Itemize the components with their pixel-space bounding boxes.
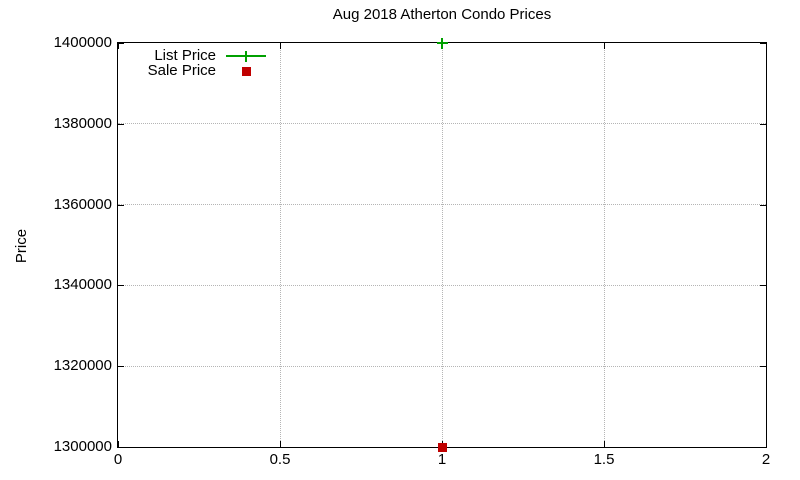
tick-mark-x bbox=[280, 43, 281, 49]
tick-mark-y bbox=[118, 43, 124, 44]
plot-area: List Price Sale Price bbox=[117, 37, 767, 452]
gridline-vertical bbox=[441, 43, 443, 447]
gridline-vertical bbox=[279, 43, 281, 447]
tick-mark-y bbox=[118, 447, 124, 448]
gridline-horizontal bbox=[118, 365, 766, 367]
tick-mark-x bbox=[118, 441, 119, 447]
x-tick-label: 0 bbox=[113, 451, 123, 468]
legend-sample bbox=[226, 63, 266, 78]
legend-item-sale-price: Sale Price bbox=[118, 63, 266, 78]
x-axis-tick-labels: 0 0.5 1 1.5 2 bbox=[114, 451, 770, 472]
legend-label: List Price bbox=[154, 47, 216, 64]
tick-mark-x bbox=[280, 441, 281, 447]
tick-mark-y bbox=[760, 204, 766, 206]
data-point-list-price bbox=[436, 37, 448, 49]
tick-mark-x bbox=[604, 43, 605, 49]
tick-mark-x bbox=[604, 441, 605, 447]
y-tick-label: 1360000 bbox=[53, 195, 112, 213]
plus-marker-bar bbox=[245, 50, 247, 62]
legend-sample bbox=[226, 48, 266, 63]
tick-mark-x bbox=[766, 441, 767, 447]
legend-item-list-price: List Price bbox=[118, 48, 266, 63]
tick-mark-y bbox=[118, 204, 124, 206]
x-tick-label: 2 bbox=[761, 451, 771, 468]
tick-mark-y bbox=[118, 285, 124, 287]
tick-mark-y bbox=[760, 366, 766, 368]
tick-mark-x bbox=[766, 43, 767, 49]
y-axis-tick-labels: 1300000 1320000 1340000 1360000 1380000 14000… bbox=[0, 35, 112, 455]
tick-mark-y bbox=[118, 366, 124, 368]
plus-marker-bar bbox=[441, 37, 443, 49]
y-tick-label: 1380000 bbox=[53, 114, 112, 132]
tick-mark-y bbox=[760, 447, 766, 448]
y-tick-label: 1340000 bbox=[53, 276, 112, 294]
x-tick-label: 1 bbox=[437, 451, 447, 468]
y-tick-label: 1300000 bbox=[53, 438, 112, 455]
legend: List Price Sale Price bbox=[118, 48, 266, 78]
plus-marker-icon bbox=[240, 50, 252, 62]
y-tick-label: 1320000 bbox=[53, 357, 112, 375]
gridline-horizontal bbox=[118, 204, 766, 206]
tick-mark-x bbox=[118, 43, 119, 49]
tick-mark-y bbox=[118, 123, 124, 125]
legend-label: Sale Price bbox=[147, 62, 216, 79]
gridline-vertical bbox=[603, 43, 605, 447]
x-tick-label: 0.5 bbox=[269, 451, 291, 468]
x-tick-label: 1.5 bbox=[593, 451, 615, 468]
tick-mark-y bbox=[760, 123, 766, 125]
chart-title: Aug 2018 Atherton Condo Prices bbox=[332, 6, 552, 23]
tick-mark-y bbox=[760, 285, 766, 287]
square-marker-icon bbox=[241, 66, 251, 76]
gridline-horizontal bbox=[118, 123, 766, 125]
data-point-sale-price bbox=[437, 442, 447, 452]
tick-mark-y bbox=[760, 43, 766, 44]
gridline-horizontal bbox=[118, 284, 766, 286]
y-tick-label: 1400000 bbox=[53, 34, 112, 51]
